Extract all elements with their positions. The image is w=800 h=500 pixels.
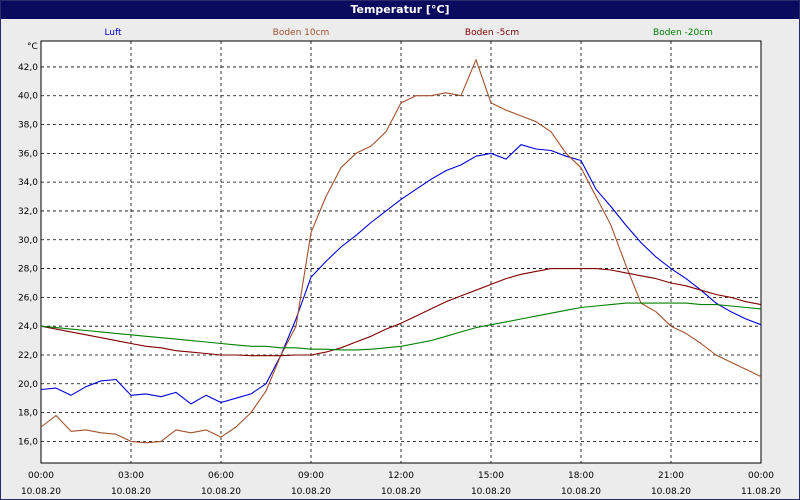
series-line-boden-20cm bbox=[40, 302, 762, 351]
x-tick-date: 10.08.20 bbox=[291, 487, 331, 497]
legend: Luft Boden 10cm Boden -5cm Boden -20cm bbox=[104, 28, 713, 38]
y-tick-label: 32,0 bbox=[18, 207, 38, 217]
y-axis-unit: °C bbox=[27, 42, 38, 52]
y-tick-label: 24,0 bbox=[18, 322, 38, 332]
y-axis-ticks: 16,0 18,0 20,0 22,0 24,0 26,0 28,0 30,0 32,0 34,0… bbox=[18, 63, 38, 447]
x-tick-date: 10.08.20 bbox=[201, 487, 241, 497]
legend-boden-10cm: Boden 10cm bbox=[273, 28, 330, 38]
x-tick-time: 00:00 bbox=[28, 471, 54, 481]
x-tick-time: 21:00 bbox=[658, 471, 684, 481]
x-tick-date: 10.08.20 bbox=[651, 487, 691, 497]
y-tick-label: 20,0 bbox=[18, 380, 38, 390]
x-tick-time: 06:00 bbox=[208, 471, 234, 481]
x-tick-date: 10.08.20 bbox=[111, 487, 151, 497]
x-tick-date: 10.08.20 bbox=[471, 487, 511, 497]
x-tick-date: 11.08.20 bbox=[741, 487, 781, 497]
y-tick-label: 36,0 bbox=[18, 149, 38, 159]
legend-boden-20cm: Boden -20cm bbox=[653, 28, 713, 38]
x-tick-time: 09:00 bbox=[298, 471, 324, 481]
x-tick-date: 10.08.20 bbox=[561, 487, 601, 497]
series-line-luft bbox=[40, 144, 762, 405]
y-tick-label: 22,0 bbox=[18, 351, 38, 361]
grid bbox=[41, 41, 761, 463]
y-tick-label: 28,0 bbox=[18, 265, 38, 275]
y-tick-label: 16,0 bbox=[18, 437, 38, 447]
y-tick-label: 26,0 bbox=[18, 293, 38, 303]
y-tick-label: 38,0 bbox=[18, 121, 38, 131]
x-tick-date: 10.08.20 bbox=[381, 487, 421, 497]
legend-luft: Luft bbox=[104, 28, 122, 38]
y-tick-label: 18,0 bbox=[18, 409, 38, 419]
legend-boden-5cm: Boden -5cm bbox=[465, 28, 519, 38]
x-tick-date: 10.08.20 bbox=[21, 487, 61, 497]
window-title: Temperatur [°C] bbox=[1, 1, 799, 19]
y-tick-label: 40,0 bbox=[18, 92, 38, 102]
x-tick-time: 15:00 bbox=[478, 471, 504, 481]
series-line-boden-5cm bbox=[40, 268, 762, 357]
x-tick-time: 03:00 bbox=[118, 471, 144, 481]
x-tick-time: 12:00 bbox=[388, 471, 414, 481]
x-tick-time: 00:00 bbox=[748, 471, 774, 481]
x-axis-ticks: 00:00 10.08.20 03:00 10.08.20 06:00 10.08.20 0… bbox=[21, 471, 781, 497]
y-tick-label: 42,0 bbox=[18, 63, 38, 73]
series-lines bbox=[40, 59, 762, 444]
y-tick-label: 30,0 bbox=[18, 236, 38, 246]
x-tick-time: 18:00 bbox=[568, 471, 594, 481]
y-tick-label: 34,0 bbox=[18, 178, 38, 188]
